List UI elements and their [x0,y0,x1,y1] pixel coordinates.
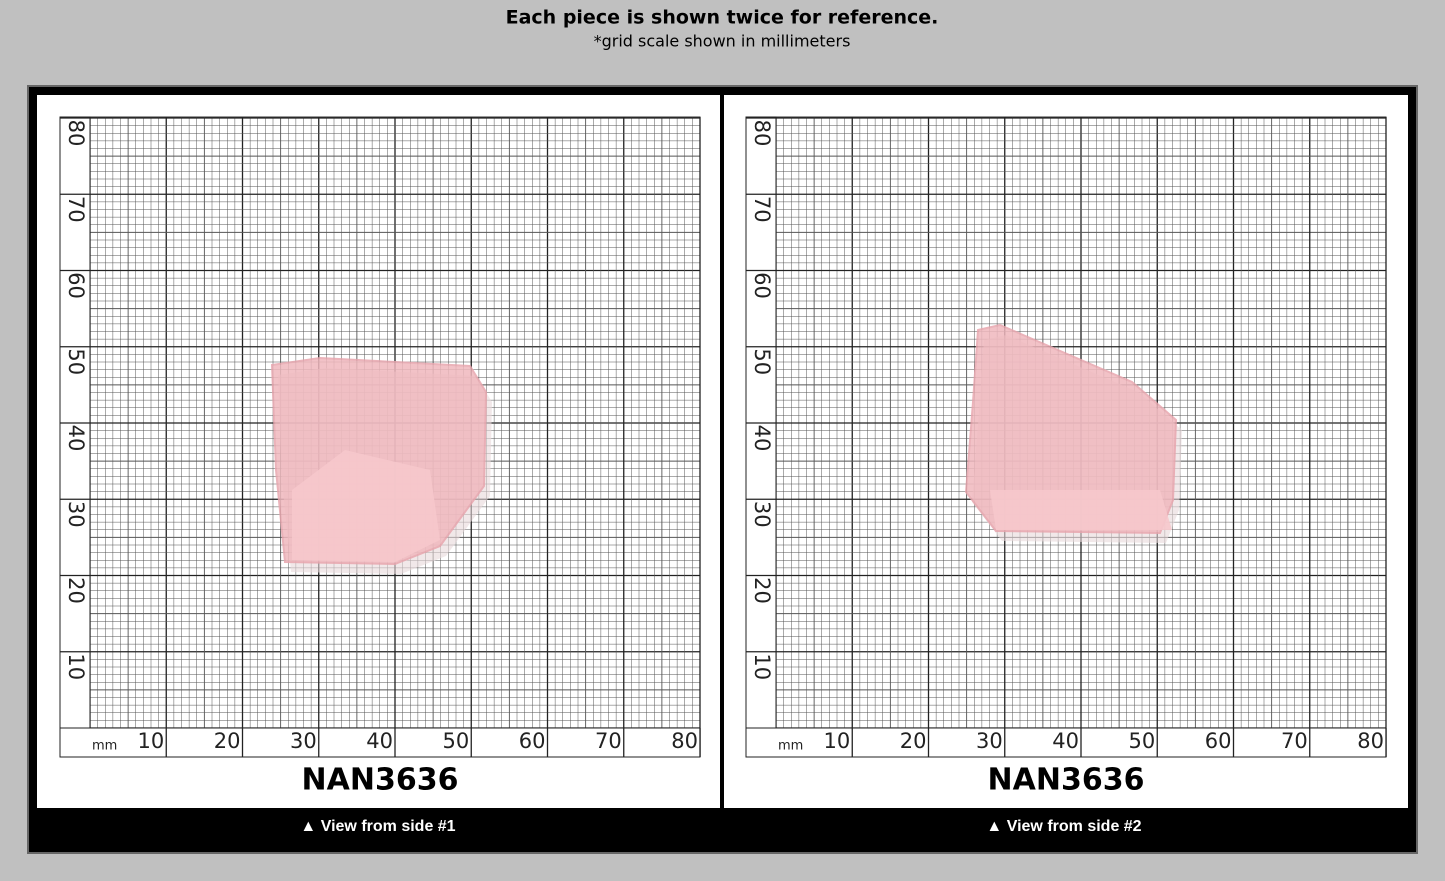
y-label: 10 [750,653,774,680]
x-label: 20 [900,729,927,753]
caption: ▲ View from side #2 [986,818,1141,835]
y-label: 60 [64,272,88,299]
unit-label: mm [778,739,803,754]
x-label: 50 [1129,729,1156,753]
y-label: 50 [64,348,88,375]
y-label: 20 [750,577,774,604]
x-label: 80 [671,729,698,753]
x-label: 70 [595,729,622,753]
y-label: 30 [64,501,88,528]
caption: ▲ View from side #1 [300,818,455,835]
subtitle: *grid scale shown in millimeters [594,32,851,51]
x-label: 10 [138,729,165,753]
y-label: 60 [750,272,774,299]
x-label: 60 [519,729,546,753]
grid-panel: mm 10 20 30 40 50 60 70 80 10 20 30 40 50 60 70 80 NAN363… [745,116,1387,835]
y-label: 80 [750,120,774,147]
y-label: 80 [64,120,88,147]
y-label: 20 [64,577,88,604]
y-label: 40 [64,425,88,452]
gem-face [292,450,440,562]
y-label: 10 [64,653,88,680]
grid-panel: mm 10 20 30 40 50 60 70 80 10 20 30 40 50 60 70 80 NAN363… [59,116,701,835]
x-label: 60 [1205,729,1232,753]
y-label: 50 [750,348,774,375]
y-label: 70 [750,196,774,223]
y-label: 40 [750,425,774,452]
y-label: 70 [64,196,88,223]
gem-face [990,490,1172,530]
sku: NAN3636 [302,763,459,798]
x-label: 20 [214,729,241,753]
x-label: 30 [290,729,317,753]
x-label: 50 [443,729,470,753]
unit-label: mm [92,739,117,754]
x-label: 30 [976,729,1003,753]
x-label: 80 [1357,729,1384,753]
y-label: 30 [750,501,774,528]
x-label: 70 [1281,729,1308,753]
x-label: 10 [824,729,851,753]
x-label: 40 [366,729,393,753]
x-label: 40 [1052,729,1079,753]
title: Each piece is shown twice for reference. [506,7,939,29]
sku: NAN3636 [988,763,1145,798]
